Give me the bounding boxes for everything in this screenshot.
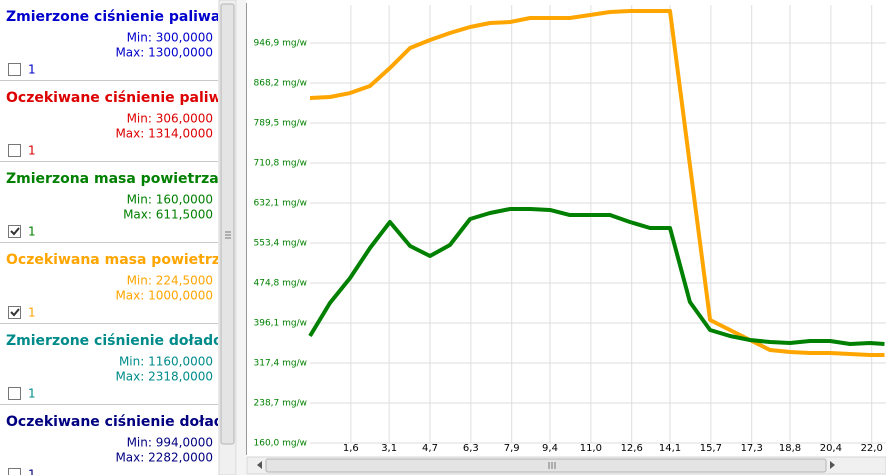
horizontal-scrollbar[interactable] bbox=[246, 456, 886, 475]
x-tick-label: 15,7 bbox=[700, 443, 722, 454]
x-tick-label: 9,4 bbox=[542, 443, 558, 454]
checkbox-label: 1 bbox=[28, 468, 36, 475]
parameter-min: Min: 300,0000 bbox=[127, 31, 213, 45]
parameter-min: Min: 160,0000 bbox=[127, 193, 213, 207]
checkbox[interactable] bbox=[8, 387, 21, 400]
series-line bbox=[308, 207, 885, 346]
splitter[interactable] bbox=[237, 0, 246, 475]
parameter-title: Zmierzone ciśnienie doładowania bbox=[6, 333, 269, 349]
x-tick-label: 7,9 bbox=[504, 443, 520, 454]
checkbox[interactable] bbox=[8, 306, 21, 319]
y-tick-label: 946,9 mg/w bbox=[254, 39, 308, 49]
x-tick-label: 1,6 bbox=[343, 443, 359, 454]
x-tick-label: 22,0 bbox=[861, 443, 883, 454]
checkbox-label: 1 bbox=[28, 144, 36, 158]
parameter-max: Max: 611,5000 bbox=[123, 208, 213, 222]
x-tick-label: 14,1 bbox=[659, 443, 681, 454]
checkmark bbox=[10, 227, 20, 236]
checkbox-label: 1 bbox=[28, 225, 36, 239]
y-tick-label: 160,0 mg/w bbox=[254, 439, 308, 449]
parameter-max: Max: 1314,0000 bbox=[115, 127, 213, 141]
y-tick-label: 238,7 mg/w bbox=[254, 398, 308, 408]
parameter-max: Max: 1000,0000 bbox=[115, 289, 213, 303]
checkbox[interactable] bbox=[8, 468, 21, 475]
x-tick-label: 6,3 bbox=[463, 443, 479, 454]
series-line bbox=[309, 8, 885, 358]
x-tick-label: 12,6 bbox=[621, 443, 643, 454]
y-tick-label: 396,1 mg/w bbox=[254, 318, 308, 328]
y-tick-label: 710,8 mg/w bbox=[254, 159, 308, 169]
parameter-max: Max: 2282,0000 bbox=[115, 451, 213, 465]
y-tick-label: 868,2 mg/w bbox=[254, 79, 308, 89]
parameter-title: Zmierzona masa powietrza bbox=[6, 171, 219, 187]
x-tick-label: 3,1 bbox=[381, 443, 397, 454]
y-tick-label: 553,4 mg/w bbox=[254, 239, 308, 249]
x-tick-label: 4,7 bbox=[422, 443, 438, 454]
parameter-title: Oczekiwana masa powietrza bbox=[6, 252, 229, 268]
vertical-scrollbar[interactable] bbox=[218, 0, 237, 475]
checkbox-label: 1 bbox=[28, 306, 36, 320]
x-tick-label: 11,0 bbox=[580, 443, 602, 454]
parameter-title: Oczekiwane ciśnienie doładowania bbox=[6, 414, 280, 430]
checkbox[interactable] bbox=[8, 144, 21, 157]
parameter-min: Min: 306,0000 bbox=[127, 112, 213, 126]
x-tick-label: 20,4 bbox=[820, 443, 842, 454]
parameter-min: Min: 994,0000 bbox=[127, 436, 213, 450]
x-tick-label: 17,3 bbox=[741, 443, 763, 454]
x-tick-label: 18,8 bbox=[779, 443, 801, 454]
parameter-title: Zmierzone ciśnienie paliwa bbox=[6, 9, 220, 25]
checkbox[interactable] bbox=[8, 225, 21, 238]
parameter-max: Max: 1300,0000 bbox=[115, 46, 213, 60]
parameter-title: Oczekiwane ciśnienie paliwa bbox=[6, 90, 231, 106]
parameter-max: Max: 2318,0000 bbox=[115, 370, 213, 384]
parameter-min: Min: 224,5000 bbox=[127, 274, 213, 288]
checkmark bbox=[10, 308, 20, 317]
y-tick-label: 474,8 mg/w bbox=[254, 278, 308, 288]
checkbox[interactable] bbox=[8, 63, 21, 76]
chart: 160,0 mg/w 238,7 mg/w 317,4 mg/w 396,1 mg/w… bbox=[254, 5, 886, 454]
y-tick-label: 632,1 mg/w bbox=[254, 199, 308, 209]
parameter-min: Min: 1160,0000 bbox=[119, 355, 213, 369]
y-tick-label: 317,4 mg/w bbox=[254, 358, 308, 368]
checkbox-label: 1 bbox=[28, 63, 36, 77]
checkbox-label: 1 bbox=[28, 387, 36, 401]
y-tick-label: 789,5 mg/w bbox=[254, 119, 308, 129]
